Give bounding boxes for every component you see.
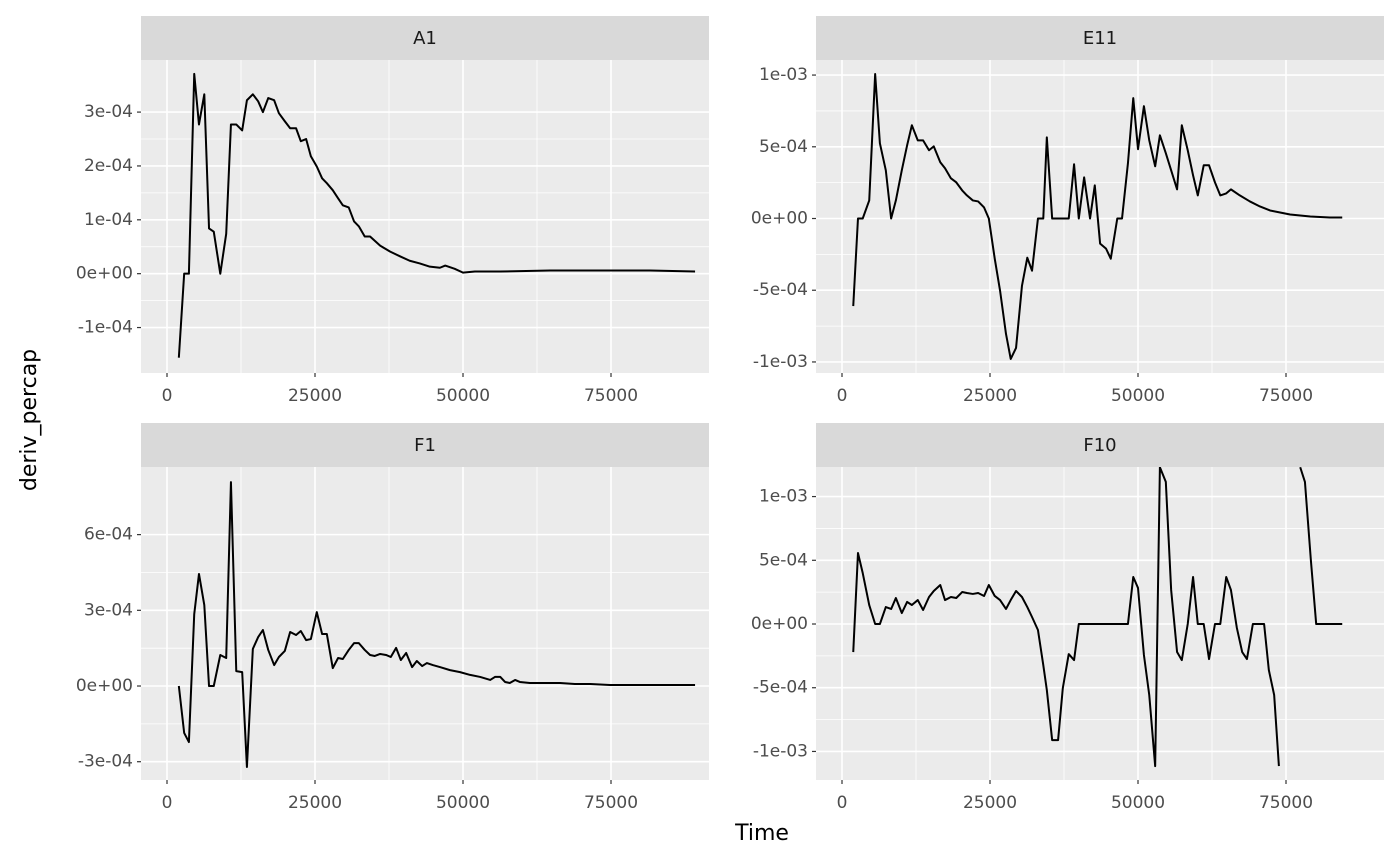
x-tick-label: 0 — [837, 386, 848, 406]
x-tick-label: 25000 — [963, 386, 1017, 406]
y-tick-label: 3e-04 — [84, 102, 133, 122]
y-tick-label: -5e-04 — [753, 678, 808, 698]
x-tick-label: 75000 — [584, 386, 638, 406]
y-tick-label: 2e-04 — [84, 156, 133, 176]
strip-label: A1 — [413, 28, 437, 49]
y-tick-label: 6e-04 — [84, 525, 133, 545]
x-tick-label: 0 — [162, 386, 173, 406]
y-tick-label: 0e+00 — [76, 676, 133, 696]
strip-background — [816, 423, 1384, 467]
y-tick-label: 1e-03 — [759, 487, 808, 507]
y-tick-label: 0e+00 — [751, 209, 808, 229]
x-tick-label: 75000 — [584, 793, 638, 813]
strip-label: F1 — [414, 435, 436, 456]
y-tick-label: -1e-03 — [753, 741, 808, 761]
y-tick-label: 3e-04 — [84, 600, 133, 620]
y-tick-label: -3e-04 — [78, 752, 133, 772]
x-tick-label: 75000 — [1259, 386, 1313, 406]
x-tick-label: 25000 — [288, 793, 342, 813]
y-tick-label: 0e+00 — [76, 264, 133, 284]
data-line — [852, 467, 1343, 768]
x-tick-label: 50000 — [436, 793, 490, 813]
data-line — [177, 72, 696, 358]
y-tick-label: 1e-04 — [84, 210, 133, 230]
strip-background — [141, 16, 709, 60]
x-tick-label: 50000 — [1111, 386, 1165, 406]
strip-background — [141, 423, 709, 467]
y-tick-label: 0e+00 — [751, 614, 808, 634]
y-tick-label: 5e-04 — [759, 137, 808, 157]
x-tick-label: 25000 — [288, 386, 342, 406]
y-axis-title: deriv_percap — [17, 349, 42, 491]
x-axis-title: Time — [734, 821, 789, 846]
strip-label: E11 — [1083, 28, 1117, 49]
strip-label: F10 — [1083, 435, 1116, 456]
x-tick-label: 25000 — [963, 793, 1017, 813]
y-tick-label: -1e-03 — [753, 352, 808, 372]
x-tick-label: 75000 — [1259, 793, 1313, 813]
x-tick-label: 50000 — [1111, 793, 1165, 813]
y-tick-label: 5e-04 — [759, 550, 808, 570]
data-line — [852, 73, 1343, 360]
y-tick-label: -5e-04 — [753, 280, 808, 300]
strip-background — [816, 16, 1384, 60]
y-tick-label: -1e-04 — [78, 318, 133, 338]
data-line — [177, 481, 696, 769]
y-tick-label: 1e-03 — [759, 65, 808, 85]
x-tick-label: 0 — [162, 793, 173, 813]
panel-background — [816, 60, 1384, 373]
x-tick-label: 0 — [837, 793, 848, 813]
x-tick-label: 50000 — [436, 386, 490, 406]
